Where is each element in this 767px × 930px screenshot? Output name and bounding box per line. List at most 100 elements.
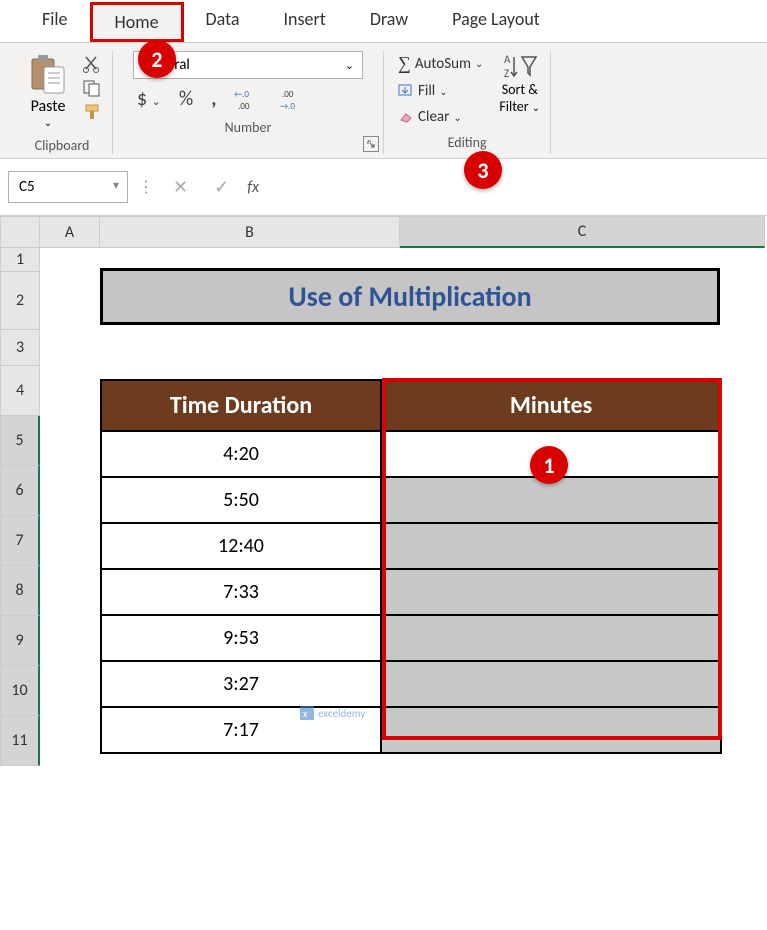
cells-area[interactable]: Use of Multiplication Time Duration Minu… bbox=[40, 248, 766, 766]
clipboard-group-label: Clipboard bbox=[35, 137, 90, 154]
title-banner: Use of Multiplication bbox=[100, 268, 720, 325]
column-headers: A B C bbox=[0, 216, 767, 248]
autosum-button[interactable]: ∑ AutoSum ⌄ bbox=[394, 51, 487, 76]
callout-3: 3 bbox=[464, 151, 502, 189]
fx-icon[interactable]: fx bbox=[247, 178, 259, 197]
number-group-label: Number bbox=[225, 119, 272, 136]
table-row: 3:27 bbox=[101, 661, 721, 707]
increase-decimal-icon[interactable]: ←.0.00 bbox=[234, 87, 262, 111]
row-header-4[interactable]: 4 bbox=[0, 366, 40, 416]
th-time: Time Duration bbox=[101, 380, 381, 431]
ribbon-content: Paste ⌄ Clipboard General ⌄ $ ⌄ % , ←.0.… bbox=[0, 43, 767, 159]
sort-label: Sort & bbox=[502, 81, 538, 98]
fb-handle-icon: ⋮ bbox=[138, 177, 155, 197]
col-header-b[interactable]: B bbox=[100, 216, 400, 248]
sort-filter-icon: A Z bbox=[502, 51, 538, 81]
row-header-7[interactable]: 7 bbox=[0, 516, 40, 566]
callout-2: 2 bbox=[138, 40, 176, 78]
chevron-down-icon: ⌄ bbox=[44, 116, 52, 129]
tab-home[interactable]: Home bbox=[90, 2, 184, 42]
currency-button[interactable]: $ ⌄ bbox=[137, 87, 161, 111]
table-row: 5:50 bbox=[101, 477, 721, 523]
cell-time[interactable]: 5:50 bbox=[101, 477, 381, 523]
table-row: 7:33 bbox=[101, 569, 721, 615]
table-row: 9:53 bbox=[101, 615, 721, 661]
tab-draw[interactable]: Draw bbox=[348, 2, 430, 42]
row-header-3[interactable]: 3 bbox=[0, 330, 40, 366]
cell-time[interactable]: 12:40 bbox=[101, 523, 381, 569]
callout-1: 1 bbox=[530, 446, 568, 484]
tab-data[interactable]: Data bbox=[184, 2, 262, 42]
cell-minutes[interactable] bbox=[381, 661, 721, 707]
cell-minutes[interactable] bbox=[381, 523, 721, 569]
col-header-a[interactable]: A bbox=[40, 216, 100, 248]
content-overlay: Use of Multiplication Time Duration Minu… bbox=[100, 268, 722, 754]
sigma-icon: ∑ bbox=[398, 53, 411, 74]
table-row: 4:20 bbox=[101, 431, 721, 477]
svg-text:.00: .00 bbox=[238, 101, 250, 111]
fill-icon bbox=[398, 84, 414, 98]
row-header-2[interactable]: 2 bbox=[0, 272, 40, 330]
table-row: 12:40 bbox=[101, 523, 721, 569]
group-clipboard: Paste ⌄ Clipboard bbox=[12, 51, 113, 154]
clipboard-icon bbox=[28, 53, 68, 97]
row-header-9[interactable]: 9 bbox=[0, 616, 40, 666]
row-headers: 1234567891011 bbox=[0, 248, 40, 766]
row-header-11[interactable]: 11 bbox=[0, 716, 40, 766]
paste-label: Paste bbox=[31, 97, 66, 116]
formula-bar: C5 ⋮ ✕ ✓ fx bbox=[0, 159, 767, 216]
fill-label: Fill bbox=[418, 82, 435, 100]
sort-filter-button[interactable]: A Z Sort & Filter ⌄ bbox=[499, 51, 540, 128]
comma-button[interactable]: , bbox=[211, 87, 216, 111]
clear-label: Clear bbox=[418, 108, 449, 126]
svg-text:.00: .00 bbox=[282, 89, 294, 100]
row-header-1[interactable]: 1 bbox=[0, 248, 40, 272]
tab-page-layout[interactable]: Page Layout bbox=[430, 2, 562, 42]
cut-icon[interactable] bbox=[82, 55, 102, 73]
col-header-c[interactable]: C bbox=[400, 216, 765, 248]
copy-icon[interactable] bbox=[82, 79, 102, 97]
format-painter-icon[interactable] bbox=[82, 103, 102, 121]
th-minutes: Minutes bbox=[381, 380, 721, 431]
ribbon-tabs: File Home Data Insert Draw Page Layout 2 bbox=[0, 0, 767, 43]
svg-text:Z: Z bbox=[504, 67, 509, 80]
tab-insert[interactable]: Insert bbox=[262, 2, 348, 42]
watermark: x exceldemy bbox=[300, 706, 365, 720]
select-all-corner[interactable] bbox=[0, 216, 40, 248]
cancel-icon[interactable]: ✕ bbox=[165, 176, 196, 198]
row-header-10[interactable]: 10 bbox=[0, 666, 40, 716]
cell-minutes[interactable] bbox=[381, 615, 721, 661]
eraser-icon bbox=[398, 110, 414, 124]
row-header-8[interactable]: 8 bbox=[0, 566, 40, 616]
name-box[interactable]: C5 bbox=[8, 171, 128, 203]
autosum-label: AutoSum bbox=[415, 55, 471, 73]
table-row: 7:17 bbox=[101, 707, 721, 753]
svg-text:A: A bbox=[504, 53, 511, 66]
fill-button[interactable]: Fill ⌄ bbox=[394, 80, 487, 102]
chevron-down-icon: ⌄ bbox=[475, 57, 483, 70]
data-table: Time Duration Minutes 4:205:5012:407:339… bbox=[100, 379, 722, 754]
chevron-down-icon: ⌄ bbox=[453, 111, 461, 124]
cell-time[interactable]: 9:53 bbox=[101, 615, 381, 661]
tab-file[interactable]: File bbox=[20, 2, 90, 42]
cell-minutes[interactable] bbox=[381, 707, 721, 753]
chevron-down-icon: ⌄ bbox=[345, 59, 354, 72]
cell-time[interactable]: 4:20 bbox=[101, 431, 381, 477]
enter-icon[interactable]: ✓ bbox=[206, 176, 237, 198]
svg-text:x: x bbox=[303, 707, 308, 720]
spreadsheet: A B C 1234567891011 Use of Multiplicatio… bbox=[0, 216, 767, 766]
group-editing: ∑ AutoSum ⌄ Fill ⌄ Clear ⌄ A Z bbox=[384, 51, 551, 154]
chevron-down-icon: ⌄ bbox=[439, 85, 447, 98]
percent-button[interactable]: % bbox=[179, 87, 193, 111]
row-header-6[interactable]: 6 bbox=[0, 466, 40, 516]
cell-time[interactable]: 7:33 bbox=[101, 569, 381, 615]
svg-text:→.0: →.0 bbox=[280, 101, 295, 111]
row-header-5[interactable]: 5 bbox=[0, 416, 40, 466]
cell-minutes[interactable] bbox=[381, 569, 721, 615]
clear-button[interactable]: Clear ⌄ bbox=[394, 106, 487, 128]
decrease-decimal-icon[interactable]: .00→.0 bbox=[280, 87, 308, 111]
number-dialog-launcher[interactable] bbox=[363, 136, 379, 152]
paste-button[interactable]: Paste ⌄ bbox=[22, 51, 74, 131]
svg-text:←.0: ←.0 bbox=[234, 89, 249, 100]
cell-time[interactable]: 3:27 bbox=[101, 661, 381, 707]
